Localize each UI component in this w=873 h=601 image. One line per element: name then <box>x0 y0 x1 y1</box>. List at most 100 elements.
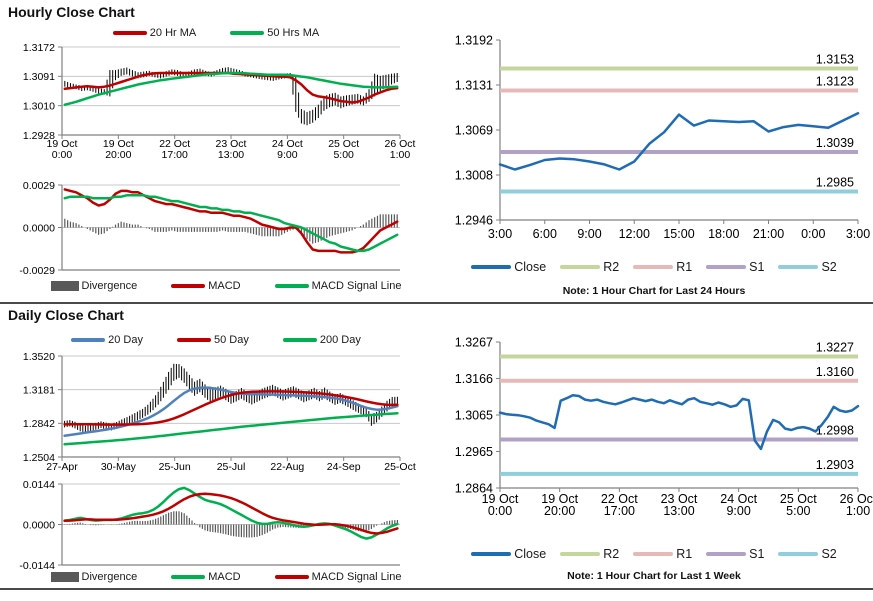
r1-label: R1 <box>676 546 693 561</box>
svg-text:1.3227: 1.3227 <box>816 340 854 354</box>
s1-swatch <box>706 551 747 556</box>
daily-sr-legend: Close R2 R1 S1 S2 <box>435 546 873 561</box>
daily-sr-note: Note: 1 Hour Chart for Last 1 Week <box>567 570 741 582</box>
svg-text:25-Jun: 25-Jun <box>159 461 191 473</box>
svg-text:9:00: 9:00 <box>577 227 601 241</box>
daily-price-legend: 20 Day 50 Day 200 Day <box>0 333 432 347</box>
daily-macd-chart: 0.0144 0.0000 -0.0144 <box>19 479 400 572</box>
svg-text:24-Sep: 24-Sep <box>327 461 361 473</box>
svg-text:1:00: 1:00 <box>390 149 411 161</box>
svg-text:23 Oct: 23 Oct <box>216 138 247 150</box>
legend-item-20-hr-ma: 20 Hr MA <box>112 27 197 39</box>
svg-text:23 Oct: 23 Oct <box>661 492 698 506</box>
50-hrs-ma-label: 50 Hrs MA <box>267 27 320 39</box>
bottom-divider <box>0 588 873 590</box>
20-hr-ma-swatch <box>112 31 147 35</box>
svg-text:25 Oct: 25 Oct <box>780 492 817 506</box>
legend-item-s1: S1 <box>706 260 764 274</box>
close-swatch <box>471 264 512 269</box>
s1-swatch <box>706 264 747 269</box>
legend-item-s1: S1 <box>706 547 764 561</box>
svg-text:22 Oct: 22 Oct <box>159 138 190 150</box>
s1-label: S1 <box>749 259 765 274</box>
r2-swatch <box>560 264 601 269</box>
svg-text:26 Oct: 26 Oct <box>840 492 873 506</box>
svg-text:19 Oct: 19 Oct <box>103 138 134 150</box>
svg-text:1:00: 1:00 <box>846 504 870 518</box>
macd-swatch <box>171 575 206 579</box>
svg-text:1.3131: 1.3131 <box>455 79 493 93</box>
macd-signal-line-swatch <box>274 575 309 579</box>
svg-text:12:00: 12:00 <box>619 227 650 241</box>
legend-item-macd: MACD <box>171 571 241 583</box>
svg-text:0:00: 0:00 <box>52 149 73 161</box>
legend-item-200-day: 200 Day <box>282 334 361 346</box>
svg-text:3:00: 3:00 <box>488 227 512 241</box>
svg-text:1.3166: 1.3166 <box>455 372 493 386</box>
legend-item-divergence: Divergence <box>50 280 138 292</box>
hourly-sr-legend: Close R2 R1 S1 S2 <box>435 259 873 274</box>
legend-item-50-hrs-ma: 50 Hrs MA <box>230 27 319 39</box>
r2-label: R2 <box>603 546 620 561</box>
svg-text:22-Aug: 22-Aug <box>270 461 304 473</box>
svg-text:0.0000: 0.0000 <box>23 519 55 531</box>
svg-text:25-Jul: 25-Jul <box>217 461 246 473</box>
hourly-macd-legend: Divergence MACD MACD Signal Line <box>20 279 432 293</box>
svg-text:22 Oct: 22 Oct <box>601 492 638 506</box>
s2-swatch <box>778 264 819 269</box>
hourly-sr-note: Note: 1 Hour Chart for Last 24 Hours <box>562 285 746 297</box>
svg-text:26 Oct: 26 Oct <box>385 138 416 150</box>
svg-text:24 Oct: 24 Oct <box>272 138 303 150</box>
svg-text:1.3181: 1.3181 <box>23 384 55 396</box>
svg-text:0:00: 0:00 <box>488 504 512 518</box>
svg-text:25 Oct: 25 Oct <box>328 138 359 150</box>
svg-text:1.3172: 1.3172 <box>23 42 55 54</box>
svg-text:17:00: 17:00 <box>604 504 635 518</box>
r2-swatch <box>560 551 601 556</box>
svg-text:20:00: 20:00 <box>544 504 575 518</box>
legend-item-macd-signal-line: MACD Signal Line <box>274 571 402 583</box>
legend-item-s2: S2 <box>778 260 837 274</box>
svg-text:15:00: 15:00 <box>663 227 694 241</box>
legend-item-r1: R1 <box>633 260 692 274</box>
svg-text:1.3069: 1.3069 <box>455 124 493 138</box>
svg-text:1.2928: 1.2928 <box>23 130 55 142</box>
svg-text:9:00: 9:00 <box>277 149 298 161</box>
svg-text:18:00: 18:00 <box>708 227 739 241</box>
legend-item-macd: MACD <box>171 280 241 292</box>
svg-text:0.0144: 0.0144 <box>23 479 55 491</box>
legend-item-close: Close <box>471 260 546 274</box>
20-hr-ma-label: 20 Hr MA <box>149 27 197 39</box>
legend-item-r1: R1 <box>633 547 692 561</box>
macd-signal-line-label: MACD Signal Line <box>311 571 402 583</box>
divergence-label: Divergence <box>81 571 138 583</box>
daily-macd-legend: Divergence MACD MACD Signal Line <box>20 570 432 584</box>
svg-text:1.3160: 1.3160 <box>816 365 854 379</box>
svg-text:0.0029: 0.0029 <box>23 180 55 192</box>
svg-text:0.0000: 0.0000 <box>23 222 55 234</box>
50-day-label: 50 Day <box>214 334 249 346</box>
svg-text:13:00: 13:00 <box>663 504 694 518</box>
section-divider <box>0 302 873 304</box>
close-swatch <box>471 551 512 556</box>
s2-label: S2 <box>821 546 837 561</box>
svg-text:1.3123: 1.3123 <box>816 74 854 88</box>
svg-text:1.3010: 1.3010 <box>23 100 55 112</box>
divergence-label: Divergence <box>81 280 138 292</box>
svg-text:3:00: 3:00 <box>846 227 870 241</box>
svg-text:1.2998: 1.2998 <box>816 423 854 437</box>
200-day-swatch <box>282 338 317 342</box>
s1-label: S1 <box>749 546 765 561</box>
hourly-macd-chart: 0.0029 0.0000 -0.0029 <box>19 180 400 277</box>
svg-text:13:00: 13:00 <box>218 149 244 161</box>
legend-item-r2: R2 <box>560 260 619 274</box>
svg-text:19 Oct: 19 Oct <box>541 492 578 506</box>
legend-item-divergence: Divergence <box>50 571 138 583</box>
daily-section-title: Daily Close Chart <box>8 307 124 323</box>
svg-text:1.3267: 1.3267 <box>455 336 493 350</box>
